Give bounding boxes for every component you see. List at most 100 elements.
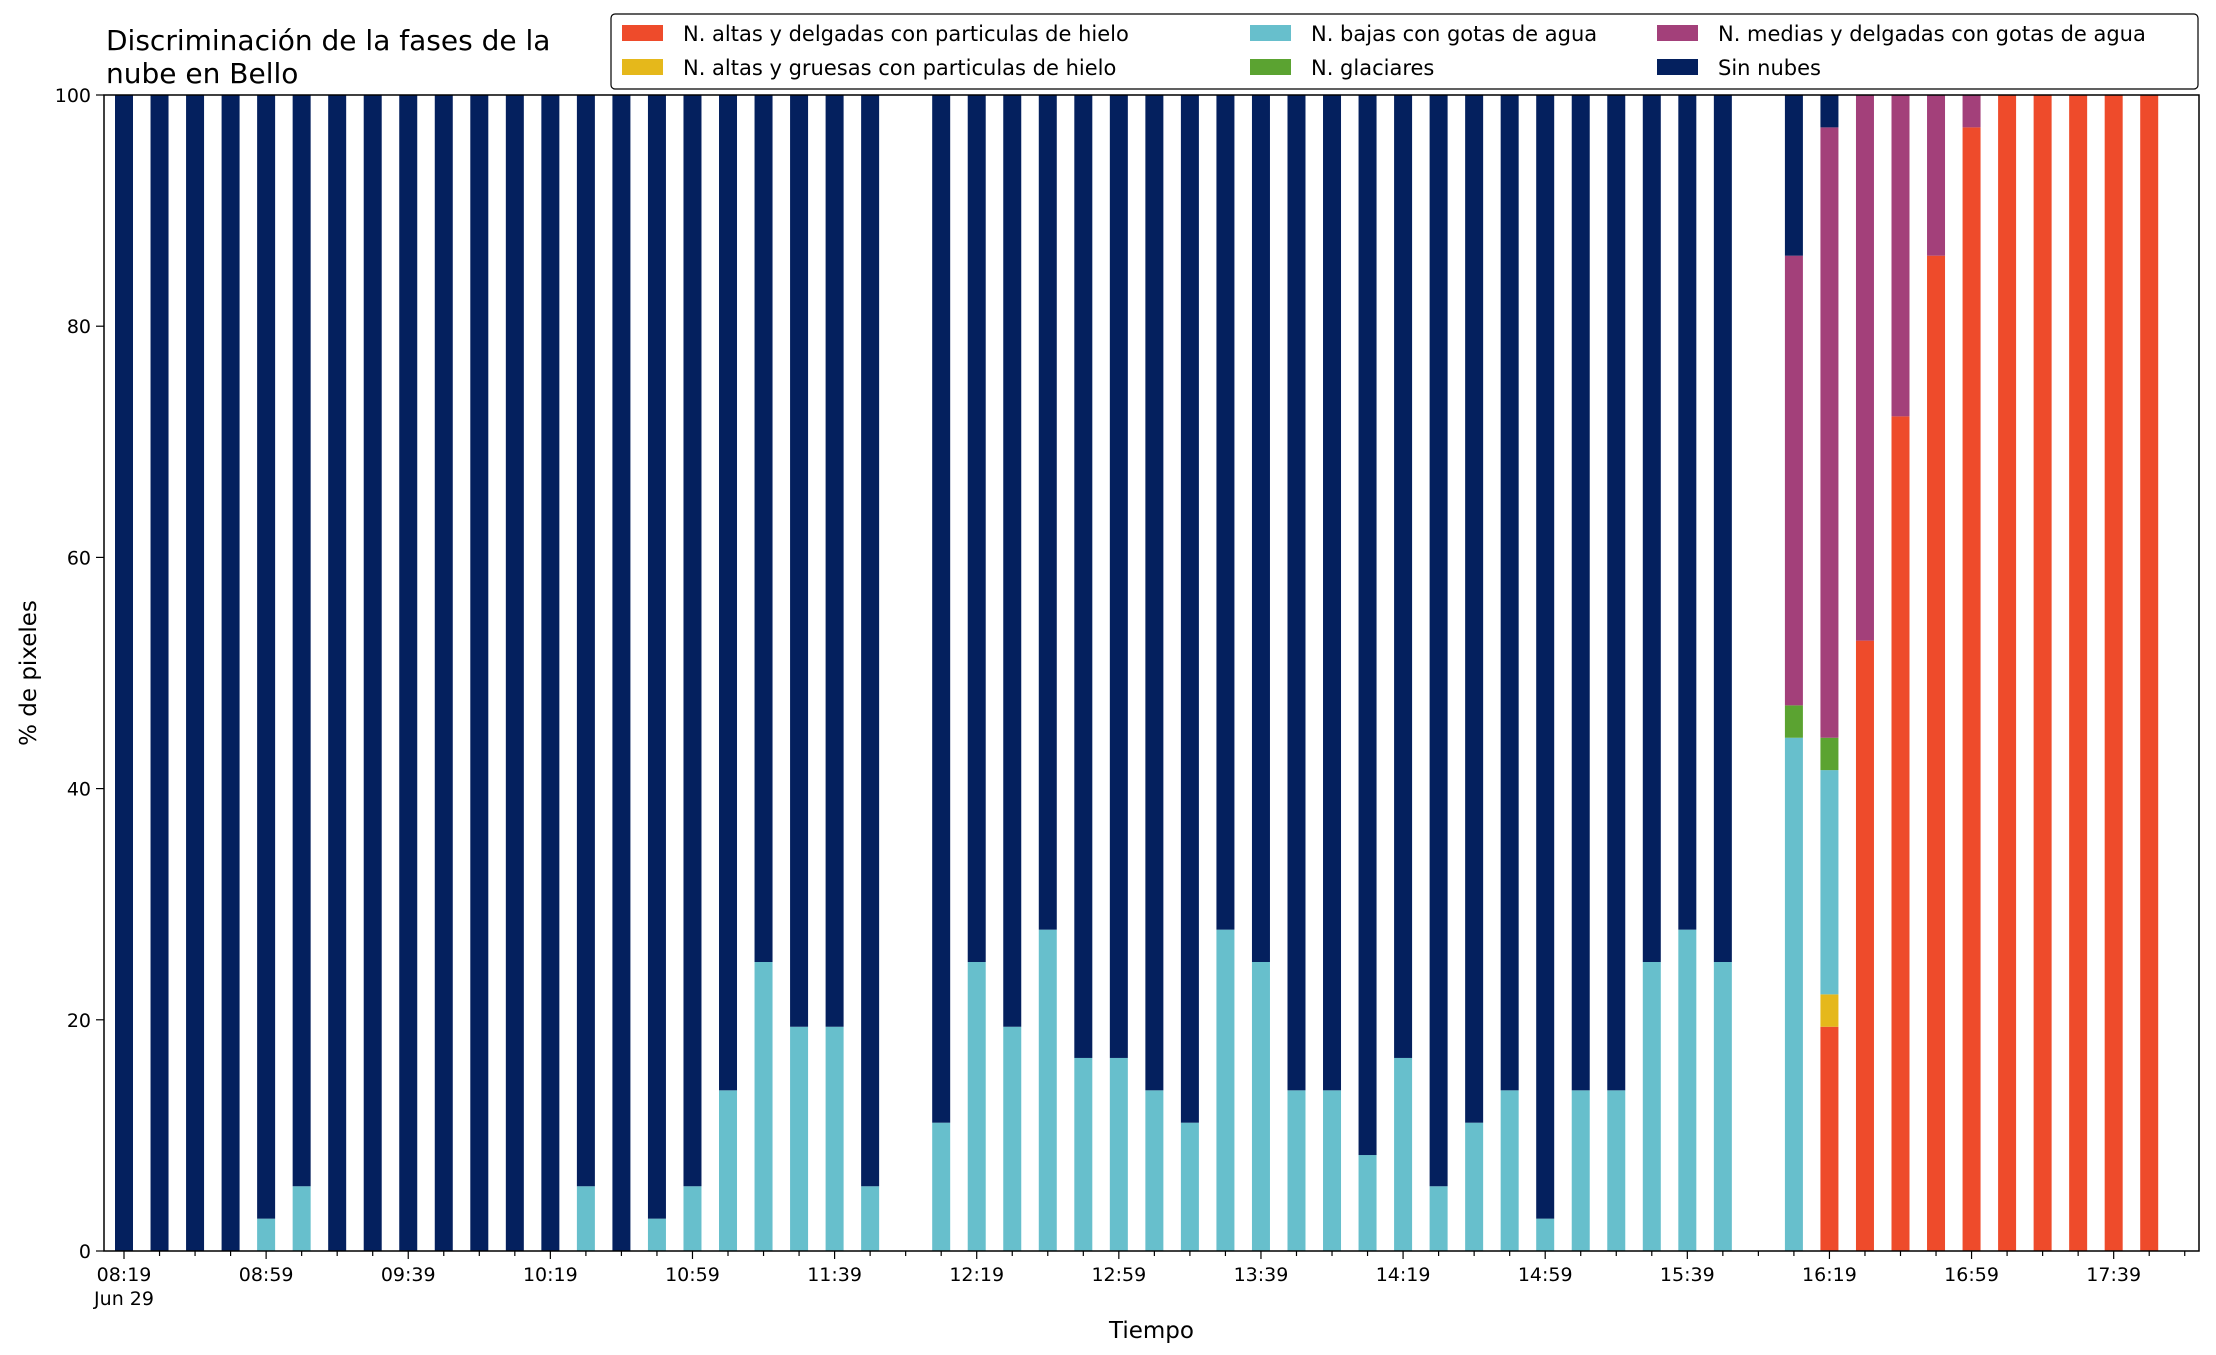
bar-segment-1309-s5 (1145, 95, 1164, 1091)
bar-segment-1439-s5 (1465, 95, 1484, 1123)
bar-segment-1549-s2 (1713, 962, 1732, 1251)
bar-segment-1109-s5 (719, 95, 738, 1091)
bar-segment-1059-s2 (683, 1186, 702, 1251)
bar-segment-1009-s5 (505, 95, 524, 1251)
bar-segment-1349-s2 (1287, 1090, 1306, 1251)
bar-segment-1139-s2 (825, 1026, 844, 1251)
bar-segment-1349-s5 (1287, 95, 1306, 1091)
bar-segment-1249-s2 (1074, 1057, 1093, 1251)
legend-swatch (1250, 59, 1291, 75)
bar-segment-0909-s2 (292, 1186, 311, 1251)
bar-segment-0859-s5 (257, 95, 276, 1219)
x-tick-label: 15:39 (1660, 1264, 1715, 1286)
bar-segment-0849-s5 (221, 95, 240, 1251)
bar-segment-1249-s5 (1074, 95, 1093, 1058)
legend-box (610, 13, 2199, 90)
bar-segment-1709-s0 (1998, 95, 2017, 1251)
bar-segment-1039-s5 (612, 95, 631, 1251)
bar-segment-1539-s5 (1678, 95, 1697, 930)
x-tick-label: 11:39 (807, 1264, 862, 1286)
bar-segment-1319-s5 (1180, 95, 1199, 1123)
bar-segment-0859-s2 (257, 1218, 276, 1251)
bar-segment-1519-s2 (1607, 1090, 1626, 1251)
bar-segment-1619-s1 (1820, 994, 1839, 1027)
legend: N. altas y delgadas con particulas de hi… (610, 13, 2199, 90)
bar-segment-1019-s5 (541, 95, 560, 1251)
bar-segment-0939-s5 (399, 95, 418, 1251)
bar-segment-1629-s0 (1855, 640, 1874, 1251)
legend-swatch (1657, 59, 1698, 75)
bar-segment-1029-s2 (576, 1186, 595, 1251)
bar-segment-1329-s5 (1216, 95, 1235, 930)
bar-segment-1129-s2 (790, 1026, 809, 1251)
bar-segment-1619-s3 (1820, 737, 1839, 771)
x-tick-label: 10:19 (523, 1264, 578, 1286)
x-tick-label: 14:19 (1376, 1264, 1431, 1286)
bar-segment-1049-s2 (647, 1218, 666, 1251)
bar-segment-1219-s2 (967, 962, 986, 1251)
bar-segment-1219-s5 (967, 95, 986, 962)
legend-label: N. altas y gruesas con particulas de hie… (683, 56, 1116, 80)
legend-swatch (622, 25, 663, 41)
x-tick-label: 08:19 (97, 1264, 152, 1286)
x-tick-label: 17:39 (2086, 1264, 2141, 1286)
bar-segment-1119-s2 (754, 962, 773, 1251)
bar-segment-0959-s5 (470, 95, 489, 1251)
y-tick-label: 40 (67, 779, 91, 801)
bar-segment-1409-s5 (1358, 95, 1377, 1156)
bar-segment-1109-s2 (719, 1090, 738, 1251)
bar-segment-1239-s5 (1038, 95, 1057, 930)
bar-segment-1749-s0 (2140, 95, 2159, 1251)
bar-segment-1549-s5 (1713, 95, 1732, 962)
x-tick-label: 13:39 (1234, 1264, 1289, 1286)
plot-frame (103, 94, 2200, 1252)
y-tick-label: 100 (55, 85, 91, 107)
bar-segment-1309-s2 (1145, 1090, 1164, 1251)
bar-segment-1729-s0 (2069, 95, 2088, 1251)
y-tick-label: 0 (79, 1241, 91, 1263)
bar-segment-1229-s5 (1003, 95, 1022, 1027)
bar-segment-1359-s5 (1323, 95, 1342, 1091)
bar-segment-1519-s5 (1607, 95, 1626, 1091)
bar-segment-1509-s2 (1571, 1090, 1590, 1251)
bar-segment-1619-s0 (1820, 1026, 1839, 1251)
bar-segment-1529-s5 (1642, 95, 1661, 962)
bar-segment-1329-s2 (1216, 929, 1235, 1251)
bar-segment-1209-s2 (932, 1122, 951, 1251)
bar-segment-1149-s2 (861, 1186, 880, 1251)
bar-segment-1449-s2 (1500, 1090, 1519, 1251)
bar-segment-0819-s5 (115, 95, 133, 1251)
x-tick-label: 14:59 (1518, 1264, 1573, 1286)
bar-segment-1239-s2 (1038, 929, 1057, 1251)
bar-segment-1649-s0 (1927, 255, 1946, 1251)
bar-segment-1419-s5 (1394, 95, 1413, 1058)
bar-segment-1029-s5 (576, 95, 595, 1187)
x-tick-label: 12:59 (1091, 1264, 1146, 1286)
bar-segment-1619-s4 (1820, 127, 1839, 738)
bar-segment-1419-s2 (1394, 1057, 1413, 1251)
bar-segment-1359-s2 (1323, 1090, 1342, 1251)
bar-segment-1119-s5 (754, 95, 773, 962)
bar-segment-1049-s5 (647, 95, 666, 1219)
legend-label: N. bajas con gotas de agua (1311, 22, 1597, 46)
y-tick-label: 20 (67, 1010, 91, 1032)
bar-segment-1429-s2 (1429, 1186, 1448, 1251)
x-axis-ticks: 08:19 08:59 09:39 10:19 10:59 11:39 12:19 12:59… (93, 1251, 2186, 1310)
bar-segment-1609-s3 (1784, 705, 1803, 738)
bar-segment-1129-s5 (790, 95, 809, 1027)
legend-swatch (1250, 25, 1291, 41)
y-axis-ticks: 0 20 40 60 80 100 (55, 85, 104, 1263)
bar-segment-1619-s2 (1820, 770, 1839, 995)
bar-segment-1459-s5 (1536, 95, 1555, 1219)
bar-segment-1319-s2 (1180, 1122, 1199, 1251)
bar-segment-1719-s0 (2033, 95, 2052, 1251)
bar-segment-1609-s4 (1784, 255, 1803, 706)
legend-label: Sin nubes (1718, 56, 1821, 80)
x-tick-label: 16:19 (1802, 1264, 1857, 1286)
bar-segment-1149-s5 (861, 95, 880, 1187)
x-tick-sublabel: Jun 29 (93, 1288, 154, 1310)
bar-segment-0829-s5 (150, 95, 169, 1251)
bar-segment-0839-s5 (186, 95, 205, 1251)
bar-segment-1609-s2 (1784, 737, 1803, 1251)
y-tick-label: 60 (67, 547, 91, 569)
